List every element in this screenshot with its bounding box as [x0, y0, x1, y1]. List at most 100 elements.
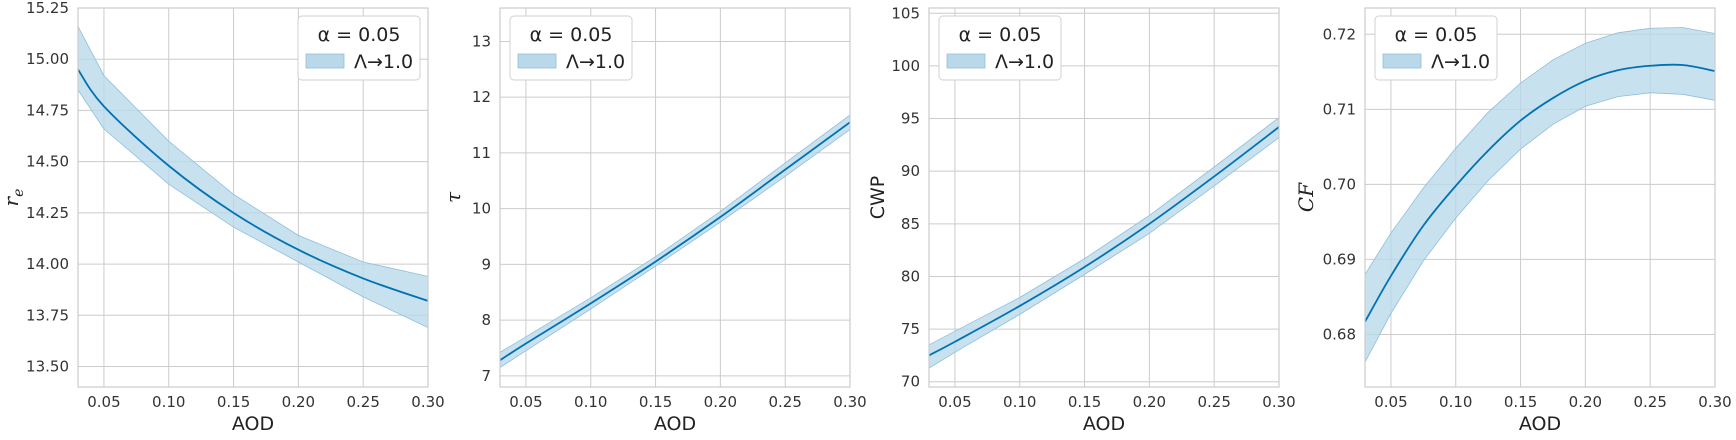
subplot-1: 0.05 0.10 0.15 0.20 0.25 0.30 13.50 13.75 14.00 1… — [0, 0, 445, 435]
x-tick-label: 0.30 — [833, 393, 866, 411]
y-axis-label-main: CWP — [867, 176, 889, 220]
y-tick-label: 13 — [472, 32, 491, 50]
x-tick-label: 0.15 — [217, 393, 250, 411]
legend-title: α = 0.05 — [959, 24, 1042, 46]
y-tick-label: 70 — [901, 373, 920, 391]
y-tick-label: 14.00 — [26, 255, 69, 273]
y-tick-label: 13.75 — [26, 306, 69, 324]
x-tick-label: 0.20 — [704, 393, 737, 411]
y-axis-label-subscript: e — [11, 189, 27, 197]
subplot-4: 0.05 0.10 0.15 0.20 0.25 0.30 0.68 0.69 0.70 0.71… — [1294, 7, 1732, 435]
x-tick-label: 0.10 — [1003, 393, 1036, 411]
y-tick-label: 85 — [901, 215, 920, 233]
x-tick-label: 0.25 — [346, 393, 379, 411]
legend: α = 0.05 Λ→1.0 — [509, 15, 633, 81]
y-axis-label: re — [0, 189, 27, 207]
x-tick-label: 0.05 — [938, 393, 971, 411]
x-tick-label: 0.20 — [1569, 393, 1602, 411]
y-tick-label: 0.68 — [1323, 325, 1356, 343]
axes-frame — [77, 7, 429, 388]
x-tick-label: 0.05 — [87, 393, 120, 411]
y-tick-label: 14.25 — [26, 204, 69, 222]
x-tick-label: 0.10 — [574, 393, 607, 411]
legend: α = 0.05 Λ→1.0 — [938, 15, 1062, 81]
y-tick-label: 15.25 — [26, 0, 69, 17]
y-tick-label: 90 — [901, 162, 920, 180]
y-tick-label: 75 — [901, 320, 920, 338]
plot-area — [929, 116, 1279, 369]
y-tick-label: 105 — [891, 4, 920, 22]
y-tick-label: 0.71 — [1323, 100, 1356, 118]
axes-frame — [1364, 7, 1716, 388]
y-tick-label: 100 — [891, 57, 920, 75]
x-tick-label: 0.30 — [411, 393, 444, 411]
y-tick-label: 7 — [481, 367, 491, 385]
plot-area — [500, 114, 850, 368]
y-tick-label: 12 — [472, 88, 491, 106]
axes-frame — [928, 7, 1280, 388]
y-tick-label: 0.69 — [1323, 250, 1356, 268]
legend-swatch — [946, 53, 986, 69]
x-tick-label: 0.05 — [509, 393, 542, 411]
x-tick-label: 0.20 — [1133, 393, 1166, 411]
y-axis-label: τ — [441, 191, 465, 203]
x-tick-label: 0.25 — [1633, 393, 1666, 411]
y-tick-label: 11 — [472, 144, 491, 162]
x-tick-label: 0.15 — [639, 393, 672, 411]
y-axis-label-main: CF — [1294, 182, 1318, 212]
y-tick-label: 14.50 — [26, 153, 69, 171]
confidence-band — [500, 114, 850, 368]
y-tick-label: 95 — [901, 110, 920, 128]
y-tick-label: 80 — [901, 267, 920, 285]
y-axis-label-main: τ — [441, 191, 465, 203]
plot-area — [78, 26, 428, 329]
x-axis-label: AOD — [1519, 413, 1561, 435]
subplot-3: 0.05 0.10 0.15 0.20 0.25 0.30 70 75 80 85 90 95 100 1… — [867, 4, 1296, 435]
mean-line — [929, 126, 1279, 357]
plot-area — [1365, 27, 1715, 363]
legend-title: α = 0.05 — [1395, 24, 1478, 46]
x-tick-label: 0.25 — [1197, 393, 1230, 411]
confidence-band — [929, 116, 1279, 369]
y-tick-label: 0.72 — [1323, 25, 1356, 43]
legend-title: α = 0.05 — [530, 24, 613, 46]
x-tick-label: 0.05 — [1374, 393, 1407, 411]
mean-line — [78, 68, 428, 302]
y-tick-label: 15.00 — [26, 50, 69, 68]
y-axis-label: CWP — [867, 176, 889, 220]
legend: α = 0.05 Λ→1.0 — [1374, 15, 1498, 81]
legend-entry: Λ→1.0 — [354, 51, 413, 73]
y-tick-label: 8 — [481, 311, 491, 329]
legend-entry: Λ→1.0 — [566, 51, 625, 73]
x-tick-label: 0.30 — [1698, 393, 1731, 411]
legend-swatch — [1382, 53, 1422, 69]
x-axis-label: AOD — [232, 413, 274, 435]
legend-swatch — [517, 53, 557, 69]
axes-frame — [499, 7, 851, 388]
y-tick-label: 0.70 — [1323, 175, 1356, 193]
mean-line — [500, 121, 850, 362]
y-tick-label: 9 — [481, 255, 491, 273]
legend-swatch — [305, 53, 345, 69]
y-tick-label: 14.75 — [26, 101, 69, 119]
x-tick-label: 0.10 — [152, 393, 185, 411]
mean-line — [1365, 63, 1715, 323]
confidence-band — [78, 26, 428, 329]
confidence-band — [1365, 27, 1715, 363]
subplot-2: 0.05 0.10 0.15 0.20 0.25 0.30 7 8 9 10 11 12 13 AOD τ α… — [441, 7, 867, 435]
y-axis-label: CF — [1294, 182, 1318, 212]
legend-title: α = 0.05 — [318, 24, 401, 46]
x-axis-label: AOD — [654, 413, 696, 435]
legend-entry: Λ→1.0 — [995, 51, 1054, 73]
x-tick-label: 0.25 — [768, 393, 801, 411]
legend-entry: Λ→1.0 — [1431, 51, 1490, 73]
y-tick-label: 13.50 — [26, 358, 69, 376]
y-tick-label: 10 — [472, 200, 491, 218]
x-axis-label: AOD — [1083, 413, 1125, 435]
x-tick-label: 0.15 — [1068, 393, 1101, 411]
legend: α = 0.05 Λ→1.0 — [297, 15, 421, 81]
x-tick-label: 0.10 — [1439, 393, 1472, 411]
y-axis-label-main: r — [0, 195, 23, 206]
x-tick-label: 0.30 — [1262, 393, 1295, 411]
